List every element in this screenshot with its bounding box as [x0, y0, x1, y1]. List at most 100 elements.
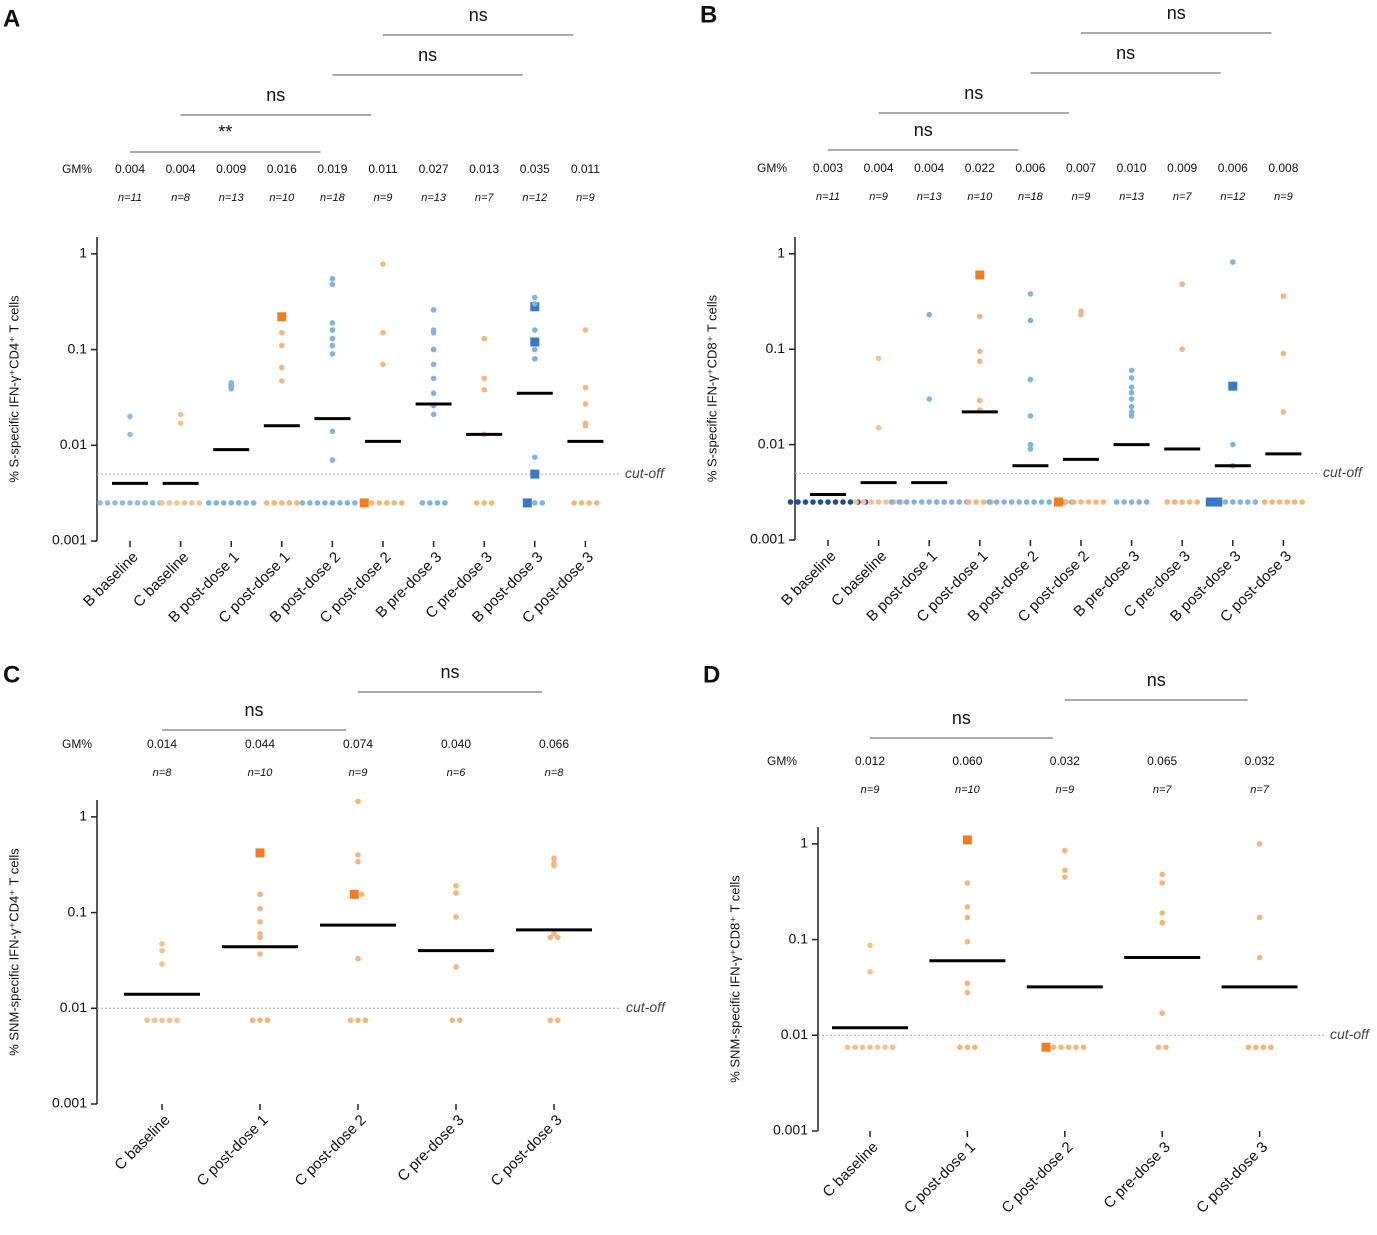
data-point — [1128, 403, 1135, 410]
gm-value: 0.013 — [469, 162, 499, 176]
data-point — [867, 942, 873, 949]
data-point — [127, 413, 133, 420]
data-point — [825, 499, 831, 505]
data-point — [1164, 499, 1170, 505]
data-point — [1179, 499, 1185, 505]
data-point — [1128, 375, 1135, 381]
n-label: n=9 — [1274, 191, 1293, 203]
highlight-point — [349, 889, 359, 899]
data-point — [279, 342, 285, 349]
data-point — [977, 397, 983, 404]
data-point — [228, 385, 234, 392]
data-point — [1027, 446, 1034, 452]
x-tick-label: C post-dose 3 — [488, 1112, 566, 1190]
highlight-point — [1054, 497, 1063, 507]
data-point — [97, 500, 103, 506]
y-tick-label: 1 — [777, 245, 785, 261]
data-point — [539, 500, 546, 506]
data-point — [933, 499, 940, 505]
data-point — [547, 1017, 554, 1024]
data-point — [257, 919, 263, 925]
data-point — [1284, 499, 1290, 505]
data-point — [299, 500, 306, 506]
data-point — [257, 951, 263, 957]
data-point — [294, 500, 300, 506]
y-tick-label: 0.001 — [52, 1095, 87, 1111]
data-point — [571, 500, 577, 506]
data-point — [279, 329, 285, 336]
data-point — [578, 500, 585, 506]
data-point — [264, 1017, 271, 1024]
cutoff-label: cut-off — [1323, 464, 1364, 480]
data-point — [419, 500, 426, 506]
data-point — [1065, 1044, 1072, 1051]
data-point — [1085, 499, 1092, 505]
data-point — [166, 1017, 173, 1024]
data-point — [205, 500, 212, 506]
data-point — [453, 964, 459, 970]
y-tick-label: 0.001 — [750, 531, 785, 547]
n-label: n=11 — [118, 192, 142, 204]
n-label: n=7 — [475, 192, 495, 204]
data-point — [977, 348, 983, 355]
comparison-label: ns — [244, 700, 263, 720]
data-point — [257, 905, 263, 912]
data-point — [250, 500, 257, 506]
panel-letter: C — [3, 661, 20, 688]
data-point — [144, 1017, 150, 1024]
gm-value: 0.004 — [166, 162, 196, 176]
data-point — [918, 499, 925, 505]
data-point — [882, 1044, 888, 1051]
data-point — [151, 1017, 158, 1024]
panel-letter: A — [3, 5, 20, 32]
data-point — [957, 1044, 963, 1051]
data-point — [551, 855, 557, 861]
y-tick-label: 0.01 — [758, 435, 785, 451]
n-label: n=8 — [171, 192, 191, 204]
data-point — [1179, 346, 1185, 352]
data-point — [127, 500, 133, 506]
data-point — [1128, 413, 1135, 419]
y-tick-label: 0.001 — [52, 532, 87, 548]
data-point — [1237, 499, 1244, 505]
data-point — [442, 500, 448, 506]
data-point — [181, 500, 188, 506]
data-point — [1269, 499, 1275, 505]
data-point — [551, 862, 557, 869]
data-point — [844, 1044, 851, 1051]
gm-value: 0.004 — [914, 161, 944, 175]
data-point — [481, 375, 488, 382]
data-point — [329, 320, 336, 326]
data-point — [391, 500, 398, 506]
comparison-label: ns — [914, 120, 933, 140]
data-point — [1093, 499, 1099, 505]
data-point — [481, 500, 488, 506]
cutoff-label: cut-off — [1330, 1026, 1371, 1042]
data-point — [582, 401, 589, 407]
data-point — [1128, 396, 1135, 402]
data-point — [1062, 874, 1068, 880]
data-point — [473, 500, 480, 506]
n-label: n=7 — [1173, 191, 1193, 203]
data-point — [358, 891, 365, 898]
data-point — [582, 422, 589, 429]
data-point — [532, 301, 538, 307]
data-point — [329, 281, 336, 288]
data-point — [1159, 1010, 1165, 1017]
y-tick-label: 0.1 — [68, 340, 88, 356]
data-point — [1078, 499, 1084, 505]
data-point — [142, 500, 148, 506]
data-point — [593, 500, 600, 506]
data-point — [889, 1044, 896, 1051]
data-point — [852, 1044, 858, 1051]
highlight-point — [1041, 1042, 1051, 1052]
data-point — [456, 1017, 463, 1024]
data-point — [434, 500, 441, 506]
gm-value: 0.022 — [965, 161, 995, 175]
data-point — [964, 938, 971, 945]
data-point — [1136, 499, 1142, 505]
data-point — [279, 378, 285, 384]
data-point — [586, 500, 592, 506]
data-point — [430, 361, 437, 368]
